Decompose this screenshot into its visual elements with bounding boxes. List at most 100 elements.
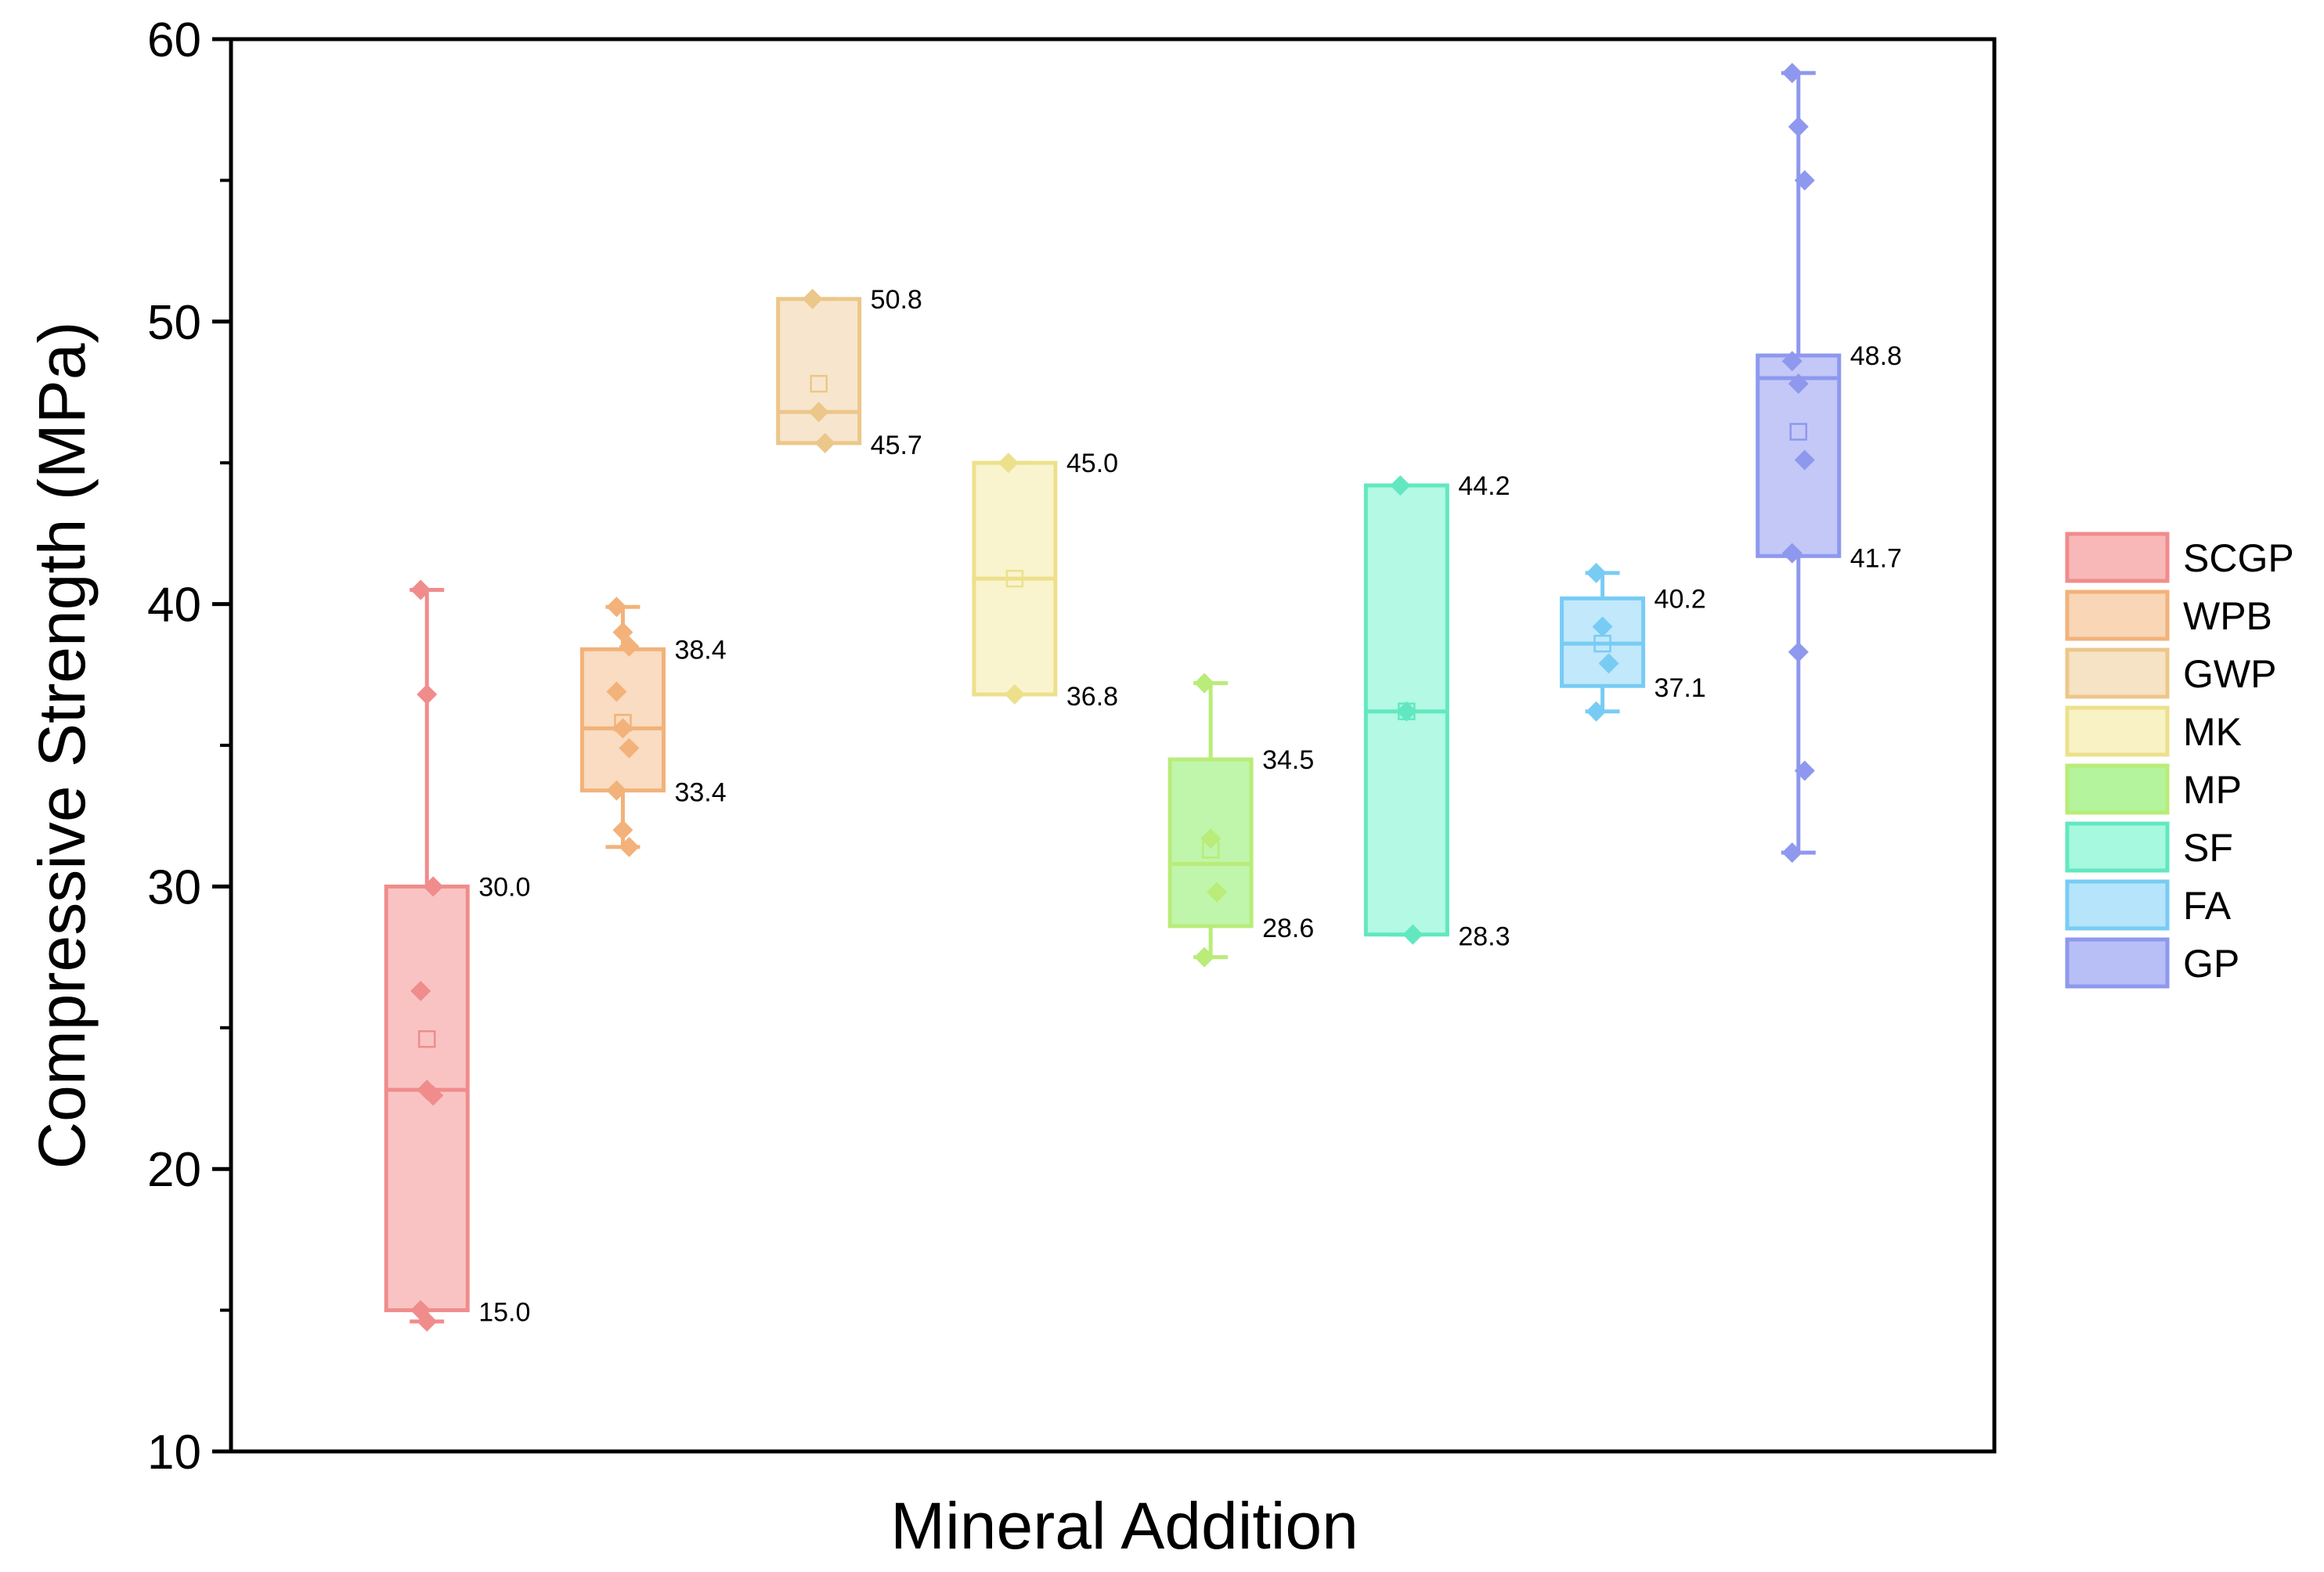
data-point [612,820,633,841]
q1-label: 28.3 [1458,922,1510,952]
data-point [1396,701,1417,722]
y-tick-label: 30 [147,860,201,914]
data-point [1200,828,1222,849]
data-point [1794,760,1815,781]
legend-swatch [2065,532,2170,583]
data-point [1788,641,1809,662]
legend-label: WPB [2183,594,2272,638]
legend-label: SCGP [2183,536,2294,580]
q3-label: 48.8 [1850,341,1902,371]
q3-label: 45.0 [1066,449,1118,478]
data-point [410,980,431,1001]
box-wpb: 38.4 33.4 [579,597,727,857]
legend-label: MK [2183,710,2242,754]
data-point [1207,882,1228,903]
data-point [606,681,627,702]
q1-label: 36.8 [1066,682,1118,712]
plot-area-frame [229,37,1997,1454]
legend-item-sf: SF [2065,821,2233,873]
legend: SCGP WPB GWP MK MP SF FA GP [2065,532,2294,989]
q3-label: 34.5 [1262,745,1314,775]
data-point [808,402,829,423]
data-point [1390,475,1411,496]
legend-swatch [2065,821,2170,873]
q1-label: 41.7 [1850,543,1902,573]
data-point [612,622,633,643]
mean-marker [417,1029,436,1048]
data-point [1004,684,1025,705]
data-point [814,432,835,453]
data-point [1788,116,1809,137]
y-tick-label: 50 [147,296,201,350]
data-point [1586,701,1607,722]
mean-marker [1789,423,1808,441]
legend-item-scgp: SCGP [2065,532,2294,583]
legend-label: SF [2183,826,2233,870]
y-axis-title: Compressive Strength (MPa) [25,321,99,1169]
y-tick-label: 60 [147,13,201,67]
box-mp: 34.5 28.6 [1167,672,1314,968]
y-tick-label: 10 [147,1426,201,1480]
legend-label: FA [2183,884,2232,928]
q1-label: 28.6 [1262,914,1314,943]
data-point [606,780,627,801]
y-tick-label: 40 [147,579,201,633]
data-point [1194,672,1215,694]
legend-swatch [2065,937,2170,989]
data-point [417,684,438,705]
data-point [1402,924,1424,945]
data-point [998,452,1019,474]
data-point [612,718,633,739]
y-axis: 10 20 30 40 50 60 [147,13,231,1480]
data-point [1781,543,1803,564]
legend-label: GWP [2183,652,2276,696]
data-point [423,876,444,897]
data-point [1194,946,1215,968]
data-point [1794,170,1815,191]
q3-label: 30.0 [478,872,530,902]
data-point [410,579,431,600]
data-point [1781,63,1803,84]
box-sf: 44.2 28.3 [1363,471,1510,952]
legend-swatch [2065,647,2170,699]
mean-marker [1005,569,1024,588]
q1-label: 33.4 [674,778,726,808]
legend-label: GP [2183,942,2239,986]
y-tick-label: 20 [147,1143,201,1197]
legend-item-mp: MP [2065,763,2242,815]
legend-item-mk: MK [2065,705,2242,757]
q1-label: 45.7 [871,431,922,460]
q1-label: 37.1 [1655,673,1706,703]
data-point [1592,616,1613,637]
data-point [1781,842,1803,864]
legend-swatch [2065,879,2170,931]
data-point [1788,373,1809,395]
data-point [619,737,640,759]
x-axis-title: Mineral Addition [890,1489,1359,1563]
data-point [619,636,640,657]
box-gp: 48.8 41.7 [1756,63,1902,864]
box-scgp: 30.0 15.0 [384,579,530,1332]
data-point [417,1311,438,1332]
mean-marker [810,374,828,393]
legend-item-gwp: GWP [2065,647,2276,699]
q1-label: 15.0 [478,1298,530,1328]
legend-item-wpb: WPB [2065,590,2272,641]
data-point [1781,351,1803,372]
q3-label: 38.4 [674,635,726,665]
legend-swatch [2065,763,2170,815]
data-point [1794,449,1815,471]
data-point [1586,562,1607,583]
legend-swatch [2065,590,2170,641]
data-point [606,597,627,618]
legend-label: MP [2183,768,2242,812]
data-point [423,1085,444,1106]
box-mk: 45.0 36.8 [972,449,1118,712]
q3-label: 44.2 [1458,471,1510,501]
box-gwp: 50.8 45.7 [776,285,922,460]
boxes-layer: 30.0 15.0 38.4 33.4 50.8 45.7 45.0 36.8 34.5 28.6… [384,63,1902,1332]
box-body [1167,757,1254,928]
legend-item-fa: FA [2065,879,2232,931]
data-point [619,836,640,857]
